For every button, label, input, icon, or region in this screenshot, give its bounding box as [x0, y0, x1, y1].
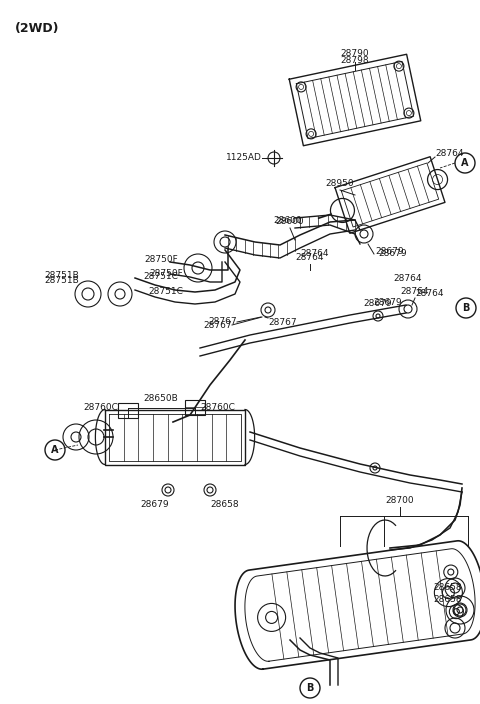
Text: 28750F: 28750F — [149, 269, 183, 278]
Text: A: A — [51, 445, 59, 455]
Circle shape — [455, 153, 475, 173]
Text: 28764: 28764 — [394, 274, 422, 283]
Text: 28679: 28679 — [364, 299, 392, 308]
Text: 28767: 28767 — [208, 318, 237, 327]
Text: 28798: 28798 — [341, 56, 369, 65]
Text: 28750F: 28750F — [144, 255, 178, 264]
Text: B: B — [462, 303, 470, 313]
Circle shape — [300, 678, 320, 698]
Text: 28600: 28600 — [274, 216, 302, 225]
Text: 28767: 28767 — [268, 318, 297, 327]
Text: 28760C: 28760C — [83, 403, 118, 413]
Text: 28751B: 28751B — [45, 276, 79, 285]
Text: 28950: 28950 — [326, 179, 354, 188]
Text: 28658: 28658 — [433, 596, 462, 605]
Text: 28679: 28679 — [378, 249, 407, 258]
Text: 28764: 28764 — [401, 287, 429, 296]
Text: 28658: 28658 — [433, 582, 462, 591]
Text: 28679: 28679 — [375, 248, 404, 256]
Text: 28751B: 28751B — [45, 271, 79, 280]
Text: 28658: 28658 — [211, 500, 240, 509]
Text: 28764: 28764 — [415, 289, 444, 298]
Text: 1125AD: 1125AD — [226, 153, 262, 163]
Text: 28700: 28700 — [386, 496, 414, 505]
Text: 28679: 28679 — [374, 298, 402, 307]
Text: 28764: 28764 — [435, 149, 464, 158]
Text: 28751C: 28751C — [148, 287, 183, 296]
Text: 28764: 28764 — [296, 253, 324, 262]
Text: 28751C: 28751C — [143, 272, 178, 281]
Circle shape — [45, 440, 65, 460]
Text: B: B — [306, 683, 314, 693]
Circle shape — [456, 298, 476, 318]
Bar — [118, 403, 138, 418]
Text: 28679: 28679 — [141, 500, 169, 509]
Text: 28764: 28764 — [301, 249, 329, 258]
Bar — [185, 400, 205, 415]
Text: A: A — [461, 158, 469, 168]
Text: 28767: 28767 — [204, 320, 232, 329]
Text: 28650B: 28650B — [144, 394, 179, 403]
Text: (2WD): (2WD) — [15, 22, 60, 35]
Text: 28760C: 28760C — [200, 403, 235, 413]
Text: 28600: 28600 — [276, 217, 304, 226]
Text: 28790: 28790 — [341, 49, 369, 58]
